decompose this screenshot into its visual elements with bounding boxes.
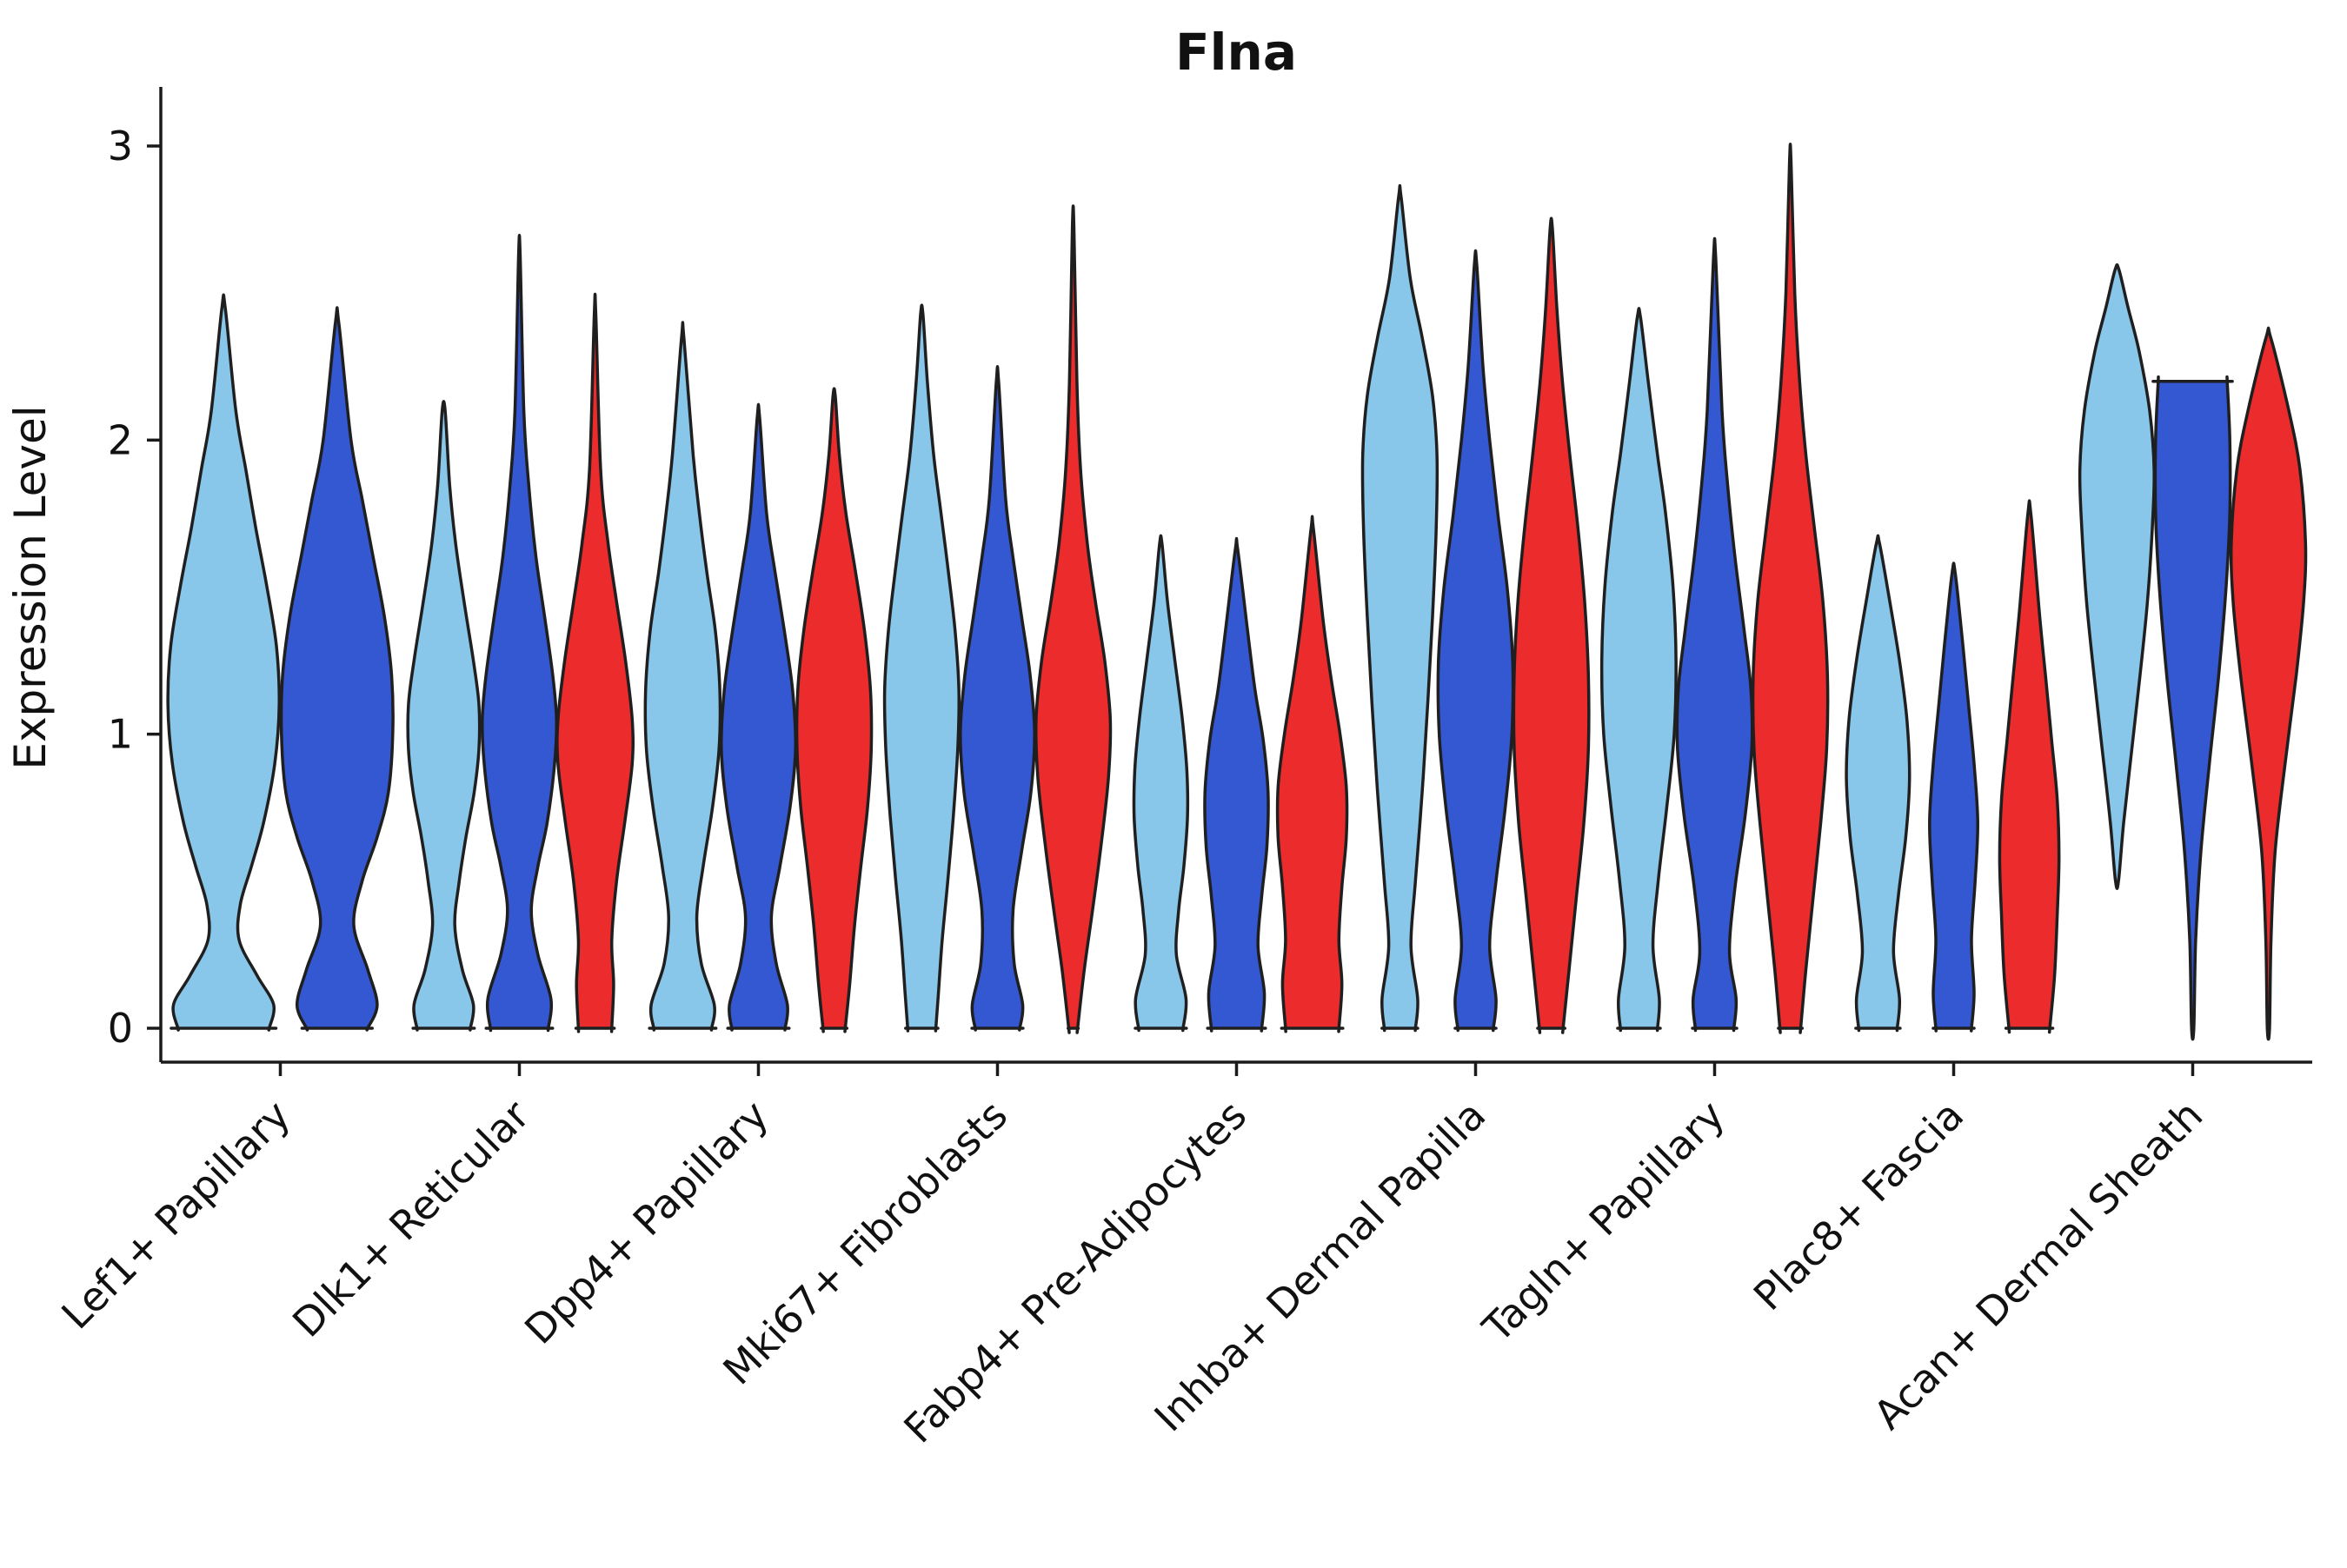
y-tick-label: 0 [108, 1005, 133, 1052]
violin-acan-dermal-sheath-red [2229, 326, 2308, 1041]
violin-fabp4-pre-adipocytes-royal-blue [1203, 536, 1270, 1033]
x-tick-label: Plac8+ Fascia [1745, 1092, 1972, 1319]
violin-acan-dermal-sheath-royal-blue [2151, 375, 2234, 1041]
violin-dlk1-reticular-light-blue [406, 400, 482, 1032]
violin-dpp4-papillary-red [795, 387, 874, 1033]
violin-tagln-papillary-red [1751, 143, 1830, 1034]
violin-lef1-papillary-royal-blue [279, 306, 395, 1032]
violin-mki67-fibroblasts-royal-blue [959, 365, 1036, 1032]
violin-dpp4-papillary-light-blue [643, 321, 722, 1032]
violin-mki67-fibroblasts-light-blue [882, 303, 961, 1033]
x-tick-label: Tagln+ Papillary [1473, 1092, 1734, 1352]
x-tick-label: Dlk1+ Reticular [283, 1092, 538, 1346]
violin-plac8-fascia-royal-blue [1928, 561, 1979, 1033]
y-tick-label: 3 [108, 123, 133, 169]
violin-inhba-dermal-papilla-light-blue [1360, 183, 1439, 1033]
axes [147, 87, 2312, 1076]
violin-plac8-fascia-light-blue [1845, 534, 1912, 1033]
x-tick-label: Lef1+ Papillary [52, 1092, 299, 1339]
violin-fabp4-pre-adipocytes-red [1275, 515, 1349, 1033]
violin-dpp4-papillary-royal-blue [719, 402, 798, 1032]
violin-mki67-fibroblasts-red [1034, 204, 1113, 1034]
violin-plac8-fascia-red [1998, 499, 2061, 1034]
violins-layer [166, 143, 2308, 1041]
violin-tagln-papillary-light-blue [1599, 307, 1678, 1033]
violin-inhba-dermal-papilla-royal-blue [1436, 249, 1515, 1033]
violin-acan-dermal-sheath-light-blue [2078, 262, 2156, 891]
violin-dlk1-reticular-royal-blue [480, 234, 559, 1033]
violin-lef1-papillary-light-blue [166, 293, 281, 1032]
violin-dlk1-reticular-red [555, 292, 635, 1033]
y-tick-label: 1 [108, 711, 133, 758]
x-tick-label: Dpp4+ Papillary [515, 1092, 777, 1353]
y-axis-label: Expression Level [5, 405, 56, 769]
violin-tagln-papillary-royal-blue [1675, 236, 1754, 1033]
y-tick-label: 2 [108, 416, 133, 463]
violin-fabp4-pre-adipocytes-light-blue [1132, 534, 1190, 1033]
violin-inhba-dermal-papilla-red [1512, 216, 1591, 1034]
plot-title: Flna [1175, 23, 1297, 82]
